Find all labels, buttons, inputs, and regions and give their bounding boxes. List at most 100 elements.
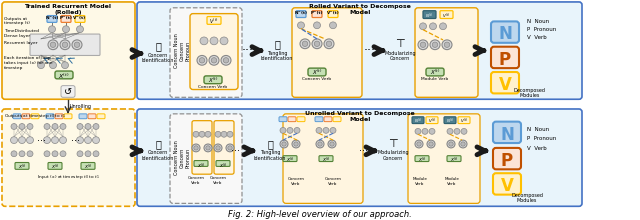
Circle shape bbox=[312, 39, 322, 49]
FancyBboxPatch shape bbox=[415, 8, 478, 97]
FancyBboxPatch shape bbox=[444, 117, 456, 124]
Text: $X^{(t)}$: $X^{(t)}$ bbox=[429, 68, 440, 77]
Circle shape bbox=[74, 42, 80, 48]
Text: Unrolled Variant to Decompose
Model: Unrolled Variant to Decompose Model bbox=[305, 111, 415, 122]
Text: Concern
Verb: Concern Verb bbox=[287, 177, 305, 186]
Circle shape bbox=[418, 40, 428, 50]
FancyBboxPatch shape bbox=[170, 114, 242, 203]
FancyBboxPatch shape bbox=[61, 16, 71, 22]
FancyBboxPatch shape bbox=[97, 114, 105, 119]
Circle shape bbox=[302, 41, 308, 46]
Text: $V^{(t)}$: $V^{(t)}$ bbox=[428, 117, 436, 126]
Circle shape bbox=[199, 131, 205, 137]
Text: P  Pronoun: P Pronoun bbox=[527, 27, 556, 32]
Text: P^(t): P^(t) bbox=[60, 16, 72, 20]
Text: Recurrent layer: Recurrent layer bbox=[4, 41, 38, 45]
Circle shape bbox=[447, 140, 455, 148]
Circle shape bbox=[44, 151, 50, 157]
Circle shape bbox=[316, 140, 324, 148]
Text: Concern Noun: Concern Noun bbox=[173, 140, 179, 175]
Circle shape bbox=[77, 124, 83, 129]
Text: 🔍: 🔍 bbox=[155, 139, 161, 149]
Text: $X^{(t)}$: $X^{(t)}$ bbox=[219, 161, 227, 171]
Circle shape bbox=[192, 144, 200, 152]
Circle shape bbox=[19, 137, 26, 143]
Circle shape bbox=[430, 40, 440, 50]
Circle shape bbox=[417, 142, 421, 146]
FancyBboxPatch shape bbox=[15, 163, 29, 169]
FancyBboxPatch shape bbox=[192, 121, 212, 174]
FancyBboxPatch shape bbox=[88, 114, 96, 119]
Text: ···: ··· bbox=[358, 146, 367, 156]
Circle shape bbox=[227, 131, 233, 137]
Circle shape bbox=[27, 151, 33, 157]
FancyBboxPatch shape bbox=[426, 68, 444, 76]
FancyBboxPatch shape bbox=[204, 76, 222, 84]
FancyBboxPatch shape bbox=[170, 8, 242, 97]
Circle shape bbox=[429, 23, 436, 30]
Circle shape bbox=[27, 124, 33, 129]
Text: ···: ··· bbox=[242, 44, 254, 57]
FancyBboxPatch shape bbox=[493, 148, 521, 169]
Circle shape bbox=[419, 23, 426, 30]
FancyBboxPatch shape bbox=[447, 156, 461, 161]
FancyBboxPatch shape bbox=[491, 21, 519, 43]
FancyBboxPatch shape bbox=[47, 16, 57, 22]
Text: V  Verb: V Verb bbox=[527, 146, 547, 151]
FancyBboxPatch shape bbox=[22, 114, 30, 119]
Circle shape bbox=[330, 142, 334, 146]
Text: 🔗: 🔗 bbox=[274, 39, 280, 49]
Circle shape bbox=[44, 124, 50, 129]
Circle shape bbox=[193, 131, 199, 137]
Text: Modularizing
Concern: Modularizing Concern bbox=[377, 150, 409, 161]
FancyBboxPatch shape bbox=[458, 117, 470, 124]
Circle shape bbox=[323, 127, 329, 133]
Text: $X^{(t)}$: $X^{(t)}$ bbox=[449, 156, 458, 165]
Circle shape bbox=[11, 151, 17, 157]
Text: Concern
Verb: Concern Verb bbox=[209, 176, 227, 185]
FancyBboxPatch shape bbox=[312, 11, 322, 18]
Text: N  Noun: N Noun bbox=[527, 19, 549, 24]
Circle shape bbox=[459, 140, 467, 148]
Text: Modularizing
Concern: Modularizing Concern bbox=[384, 51, 416, 61]
Text: $V^{(t)}$: $V^{(t)}$ bbox=[209, 16, 219, 26]
Circle shape bbox=[62, 42, 68, 48]
Text: Concern Noun: Concern Noun bbox=[173, 33, 179, 68]
Circle shape bbox=[216, 146, 220, 150]
Text: V: V bbox=[500, 177, 513, 195]
Text: Unrolling: Unrolling bbox=[70, 104, 92, 109]
Text: $X^{(t)}$: $X^{(t)}$ bbox=[51, 163, 60, 172]
Circle shape bbox=[77, 26, 83, 33]
Circle shape bbox=[282, 142, 286, 146]
Circle shape bbox=[85, 151, 91, 157]
Text: Module
Verb: Module Verb bbox=[413, 177, 428, 186]
Text: Decomposed
Modules: Decomposed Modules bbox=[511, 193, 543, 204]
FancyBboxPatch shape bbox=[292, 8, 362, 97]
FancyBboxPatch shape bbox=[288, 117, 296, 122]
FancyBboxPatch shape bbox=[283, 114, 363, 203]
Circle shape bbox=[52, 151, 58, 157]
FancyBboxPatch shape bbox=[46, 114, 54, 119]
Text: Concern
Pronoun: Concern Pronoun bbox=[180, 148, 191, 168]
Circle shape bbox=[440, 23, 447, 30]
Circle shape bbox=[432, 42, 438, 48]
Circle shape bbox=[209, 55, 219, 65]
Circle shape bbox=[429, 142, 433, 146]
Text: Concern
Pronoun: Concern Pronoun bbox=[180, 40, 191, 61]
Text: ···: ··· bbox=[230, 146, 239, 156]
Circle shape bbox=[61, 62, 68, 69]
FancyBboxPatch shape bbox=[2, 109, 135, 206]
Circle shape bbox=[326, 41, 332, 46]
FancyBboxPatch shape bbox=[137, 2, 582, 99]
Circle shape bbox=[447, 128, 453, 134]
FancyBboxPatch shape bbox=[328, 11, 338, 18]
Text: ↺: ↺ bbox=[64, 87, 72, 97]
Text: ⊤: ⊤ bbox=[388, 139, 398, 149]
FancyBboxPatch shape bbox=[491, 72, 519, 94]
Text: ···: ··· bbox=[364, 44, 376, 57]
Text: $X^{(t)}$: $X^{(t)}$ bbox=[285, 156, 294, 165]
Circle shape bbox=[60, 137, 67, 143]
FancyBboxPatch shape bbox=[216, 161, 230, 166]
FancyBboxPatch shape bbox=[440, 11, 453, 18]
Circle shape bbox=[298, 22, 305, 29]
